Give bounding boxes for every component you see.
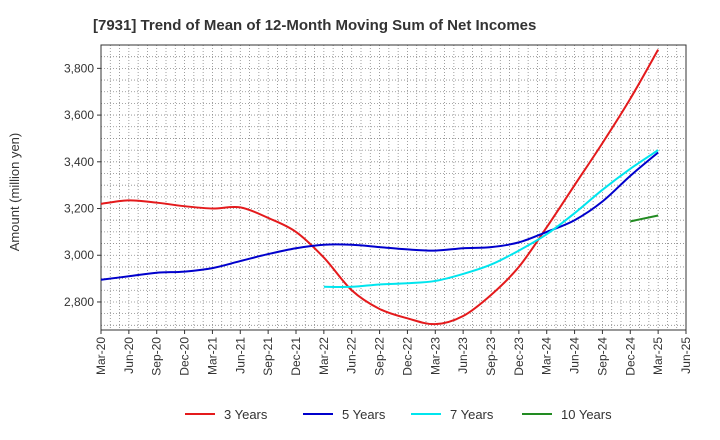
x-tick-label: Jun-20 [122,337,136,374]
x-tick-label: Jun-24 [568,337,582,374]
y-tick-label: 3,600 [64,108,94,122]
x-tick-label: Sep-22 [373,337,387,376]
x-tick-label: Dec-22 [400,337,414,376]
x-tick-label: Mar-24 [540,337,554,375]
legend-label-7-years: 7 Years [450,407,494,422]
x-tick-label: Sep-21 [261,337,275,376]
x-tick-label: Sep-24 [595,337,609,376]
series-line-7-years [323,149,659,288]
x-tick-label: Mar-23 [428,337,442,375]
x-tick-label: Dec-24 [623,337,637,376]
chart-title: [7931] Trend of Mean of 12-Month Moving … [93,17,536,34]
series-group [100,49,660,326]
series-line-3-years [100,49,660,326]
x-tick-label: Jun-23 [456,337,470,374]
y-axis-title: Amount (million yen) [7,133,22,252]
x-tick-label: Mar-22 [317,337,331,375]
x-tick-label: Mar-21 [205,337,219,375]
x-tick-label: Mar-25 [651,337,665,375]
y-tick-label: 2,800 [64,295,94,309]
x-tick-label: Dec-21 [289,337,303,376]
x-tick-label: Sep-20 [150,337,164,376]
x-axis: Mar-20 Jun-20 Sep-20 Dec-20 Mar-21 Jun-21 Sep-… [94,330,693,376]
y-tick-label: 3,400 [64,155,94,169]
legend-label-10-years: 10 Years [561,407,612,422]
legend-label-3-years: 3 Years [224,407,268,422]
series-line-5-years [100,151,659,281]
plot-area [100,44,687,331]
series-line-10-years [630,214,659,223]
x-tick-label: Jun-22 [345,337,359,374]
x-tick-label: Dec-23 [512,337,526,376]
x-tick-label: Jun-21 [233,337,247,374]
grid [100,44,687,330]
x-tick-label: Jun-25 [679,337,693,374]
legend-label-5-years: 5 Years [342,407,386,422]
legend: 3 Years 5 Years 7 Years 10 Years [185,407,612,422]
y-axis: 2,800 3,000 3,200 3,400 3,600 3,800 [64,61,101,309]
x-tick-label: Sep-23 [484,337,498,376]
y-tick-label: 3,000 [64,248,94,262]
x-tick-label: Mar-20 [94,337,108,375]
y-tick-label: 3,800 [64,61,94,75]
y-tick-label: 3,200 [64,202,94,216]
x-tick-label: Dec-20 [178,337,192,376]
